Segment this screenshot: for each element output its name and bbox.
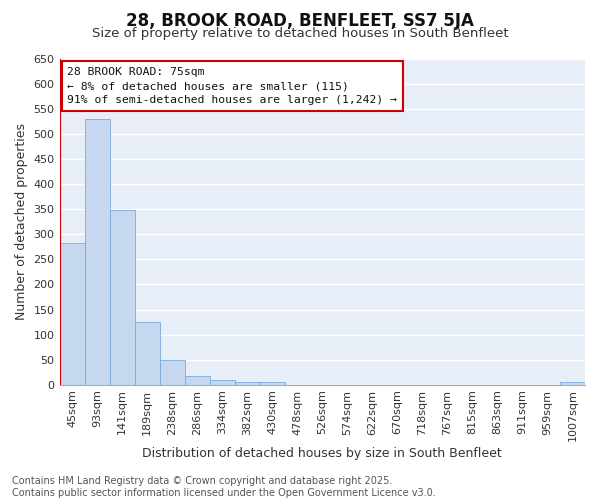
X-axis label: Distribution of detached houses by size in South Benfleet: Distribution of detached houses by size …	[142, 447, 502, 460]
Bar	[85, 119, 110, 384]
Bar	[209, 380, 235, 384]
Bar	[160, 360, 185, 384]
Bar	[110, 210, 134, 384]
Bar	[185, 376, 209, 384]
Text: 28, BROOK ROAD, BENFLEET, SS7 5JA: 28, BROOK ROAD, BENFLEET, SS7 5JA	[126, 12, 474, 30]
Bar	[235, 382, 260, 384]
Bar	[260, 382, 285, 384]
Bar	[59, 244, 85, 384]
Bar	[560, 382, 585, 384]
Text: 28 BROOK ROAD: 75sqm
← 8% of detached houses are smaller (115)
91% of semi-detac: 28 BROOK ROAD: 75sqm ← 8% of detached ho…	[67, 67, 397, 105]
Bar	[134, 322, 160, 384]
Text: Contains HM Land Registry data © Crown copyright and database right 2025.
Contai: Contains HM Land Registry data © Crown c…	[12, 476, 436, 498]
Text: Size of property relative to detached houses in South Benfleet: Size of property relative to detached ho…	[92, 28, 508, 40]
Y-axis label: Number of detached properties: Number of detached properties	[15, 124, 28, 320]
